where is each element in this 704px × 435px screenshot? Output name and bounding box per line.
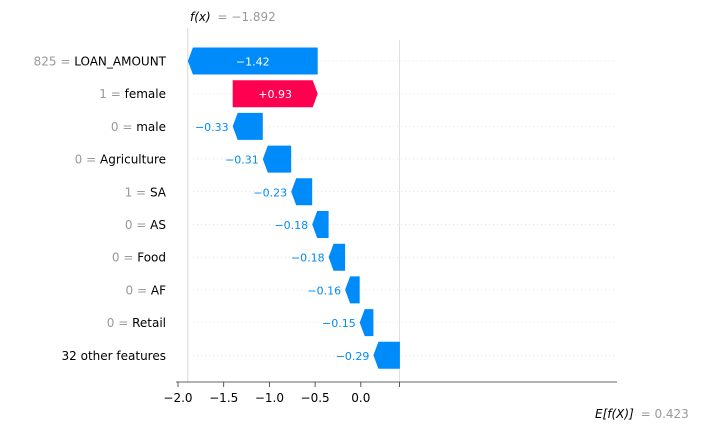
bar-label: −0.16 [307,284,341,297]
feature-value: 0 = [126,283,151,297]
feature-name: Agriculture [100,153,166,167]
feature-value: 0 = [112,251,137,265]
bar-label: −0.18 [274,219,308,232]
bar [232,112,263,140]
fx-annotation: f(x) = −1.892 [190,10,276,24]
bar-label: −0.31 [225,154,259,167]
feature-label: 0 = Retail [107,316,166,330]
bar [373,341,400,369]
feature-label: 1 = SA [125,185,167,199]
base-value: = 0.423 [641,407,689,421]
bar-label: −0.23 [253,186,287,199]
feature-name: Food [137,251,166,265]
base-label: E[f(X)] [595,407,634,421]
fx-label: f(x) [190,10,211,24]
bar-label: +0.93 [258,88,292,101]
feature-name: AF [151,283,166,297]
bar [232,80,318,108]
bar [359,309,374,337]
x-tick-label: −0.5 [301,391,330,405]
feature-name: AS [150,218,166,232]
bar-label: −0.18 [291,252,325,265]
feature-label: 0 = male [111,120,166,134]
feature-value: 0 = [107,316,132,330]
feature-name: male [136,120,166,134]
feature-name: SA [150,185,167,199]
bar-label: −1.42 [236,56,270,69]
feature-label: 0 = Food [112,251,166,265]
x-tick-label: −1.5 [209,391,238,405]
feature-label: 0 = AF [126,283,167,297]
feature-label: 0 = AS [125,218,166,232]
bar [312,211,329,238]
bar-label: −0.29 [336,350,370,363]
bar [328,243,346,271]
bar-label: −0.33 [195,121,229,134]
feature-label: 0 = Agriculture [75,153,166,167]
x-tick-label: −1.0 [255,391,284,405]
bar [291,178,313,206]
bar [345,276,360,304]
feature-name: Retail [132,316,166,330]
feature-value: 1 = [99,87,124,101]
feature-label: 32 other features [62,349,166,363]
bar [262,145,292,173]
feature-value: 0 = [125,218,150,232]
feature-name: LOAN_AMOUNT [74,55,166,69]
feature-name: 32 other features [62,349,166,363]
bar [187,47,318,75]
feature-value: 825 = [34,55,75,69]
expected-value-annotation: E[f(X)] = 0.423 [595,407,689,421]
feature-label: 825 = LOAN_AMOUNT [34,55,167,69]
fx-value: = −1.892 [218,10,276,24]
x-tick-label: 0.0 [351,391,370,405]
bar-label: −0.15 [322,317,356,330]
feature-value: 0 = [75,153,100,167]
feature-value: 0 = [111,120,136,134]
feature-value: 1 = [125,185,150,199]
x-tick-label: −2.0 [163,391,192,405]
feature-label: 1 = female [99,87,166,101]
feature-name: female [125,87,166,101]
